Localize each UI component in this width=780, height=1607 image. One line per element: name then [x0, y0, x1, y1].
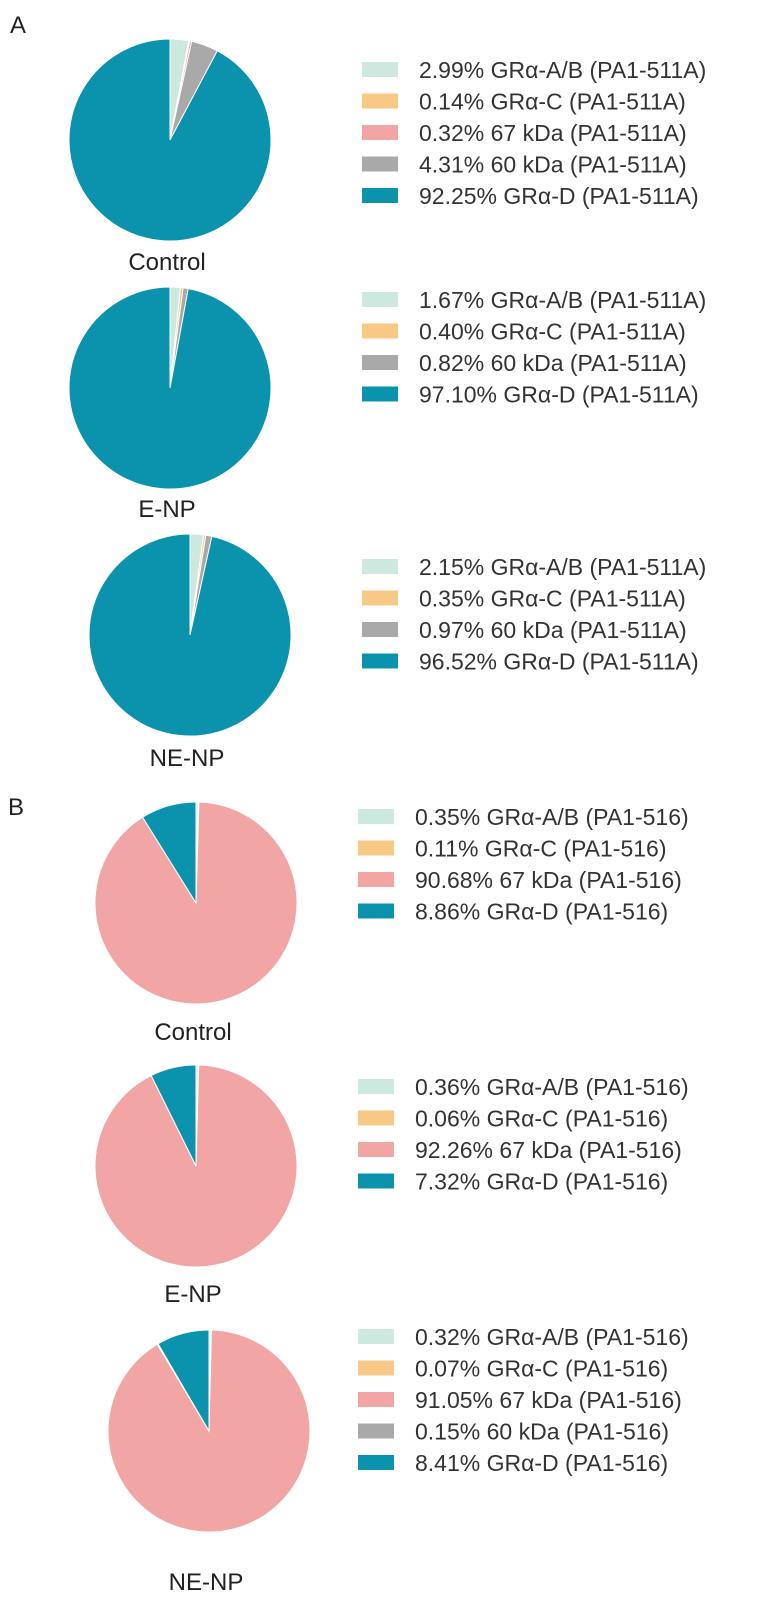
legend-swatch-gr_ab [358, 809, 394, 824]
chart-caption: E-NP [164, 1281, 221, 1308]
pie-chart-2: 1.67% GRα-A/B (PA1-511A) 0.40% GRα-C (PA1… [68, 286, 706, 523]
pie-slice-gr_d [68, 38, 272, 242]
legend-label: 0.40% GRα-C (PA1-511A) [419, 319, 686, 345]
legend-label: 1.67% GRα-A/B (PA1-511A) [419, 287, 706, 313]
legend-label: 0.32% GRα-A/B (PA1-516) [415, 1324, 689, 1350]
legend-label: 91.05% 67 kDa (PA1-516) [415, 1387, 682, 1413]
legend-swatch-gr_ab [362, 292, 398, 307]
legend-swatch-gr_d [362, 188, 398, 203]
legend-swatch-gr_c [358, 840, 394, 856]
legend-label: 0.11% GRα-C (PA1-516) [415, 836, 666, 862]
legend-swatch-gr_c [362, 590, 398, 606]
legend-label: 92.25% GRα-D (PA1-511A) [419, 183, 699, 209]
legend-label: 92.26% 67 kDa (PA1-516) [415, 1137, 682, 1163]
pie-chart-1: 2.99% GRα-A/B (PA1-511A) 0.14% GRα-C (PA1… [68, 38, 706, 276]
pie-slice-gr_d [157, 1329, 210, 1433]
pie-chart-4: 0.35% GRα-A/B (PA1-516) 0.11% GRα-C (PA1-… [94, 801, 689, 1046]
legend-label: 2.99% GRα-A/B (PA1-511A) [419, 57, 706, 83]
pie-slice-gr_d [88, 533, 292, 737]
chart-caption: Control [154, 1019, 231, 1046]
pie-chart-5: 0.36% GRα-A/B (PA1-516) 0.06% GRα-C (PA1-… [94, 1064, 689, 1308]
chart-caption: E-NP [138, 496, 195, 523]
legend-label: 90.68% 67 kDa (PA1-516) [415, 867, 682, 893]
legend-swatch-kda67 [358, 1392, 394, 1407]
legend-swatch-gr_ab [362, 62, 398, 77]
legend-label: 96.52% GRα-D (PA1-511A) [419, 649, 699, 675]
pie-slice-gr_d [141, 801, 197, 905]
legend-swatch-kda60 [358, 1423, 394, 1439]
legend-swatch-gr_c [362, 93, 398, 109]
legend-swatch-kda60 [362, 622, 398, 637]
legend-swatch-kda60 [362, 156, 398, 172]
legend-label: 2.15% GRα-A/B (PA1-511A) [419, 554, 706, 580]
legend-label: 0.35% GRα-C (PA1-511A) [419, 586, 686, 612]
legend-swatch-gr_d [362, 386, 398, 402]
panel-label-b: B [8, 794, 24, 821]
pie-chart-3: 2.15% GRα-A/B (PA1-511A) 0.35% GRα-C (PA1… [88, 533, 706, 772]
pie-slice-gr_d [150, 1064, 197, 1167]
legend-swatch-kda67 [362, 125, 398, 140]
legend-swatch-kda67 [358, 872, 394, 887]
legend-swatch-gr_ab [358, 1079, 394, 1094]
legend-label: 0.15% 60 kDa (PA1-516) [415, 1419, 669, 1445]
legend-label: 0.35% GRα-A/B (PA1-516) [415, 804, 689, 830]
legend-label: 8.86% GRα-D (PA1-516) [415, 899, 668, 925]
chart-caption: Control [128, 249, 205, 276]
legend-label: 0.14% GRα-C (PA1-511A) [419, 89, 686, 115]
legend-swatch-gr_d [358, 1173, 394, 1189]
legend-label: 0.36% GRα-A/B (PA1-516) [415, 1074, 689, 1100]
pie-slice-gr_d [68, 286, 272, 490]
legend-swatch-gr_ab [358, 1329, 394, 1344]
legend-swatch-gr_d [358, 903, 394, 919]
legend-label: 0.06% GRα-C (PA1-516) [415, 1106, 668, 1132]
legend-label: 7.32% GRα-D (PA1-516) [415, 1169, 668, 1195]
legend-swatch-kda60 [362, 355, 398, 370]
legend-label: 0.07% GRα-C (PA1-516) [415, 1356, 668, 1382]
pie-chart-6: 0.32% GRα-A/B (PA1-516) 0.07% GRα-C (PA1-… [107, 1324, 689, 1596]
legend-label: 0.82% 60 kDa (PA1-511A) [419, 350, 687, 376]
legend-label: 0.32% 67 kDa (PA1-511A) [419, 120, 687, 146]
legend-swatch-gr_ab [362, 559, 398, 574]
legend-swatch-gr_c [358, 1110, 394, 1126]
legend-swatch-gr_d [358, 1455, 394, 1470]
pie-charts: 2.99% GRα-A/B (PA1-511A) 0.14% GRα-C (PA1… [68, 38, 706, 1596]
legend-label: 4.31% 60 kDa (PA1-511A) [419, 152, 687, 178]
legend-swatch-gr_c [358, 1360, 394, 1376]
legend-label: 8.41% GRα-D (PA1-516) [415, 1450, 668, 1476]
legend-swatch-gr_d [362, 653, 398, 669]
chart-caption: NE-NP [169, 1569, 244, 1596]
legend-swatch-gr_c [362, 323, 398, 339]
chart-caption: NE-NP [150, 745, 225, 772]
legend-label: 0.97% 60 kDa (PA1-511A) [419, 617, 687, 643]
panel-label-a: A [10, 12, 26, 39]
legend-swatch-kda67 [358, 1142, 394, 1157]
legend-label: 97.10% GRα-D (PA1-511A) [419, 382, 699, 408]
